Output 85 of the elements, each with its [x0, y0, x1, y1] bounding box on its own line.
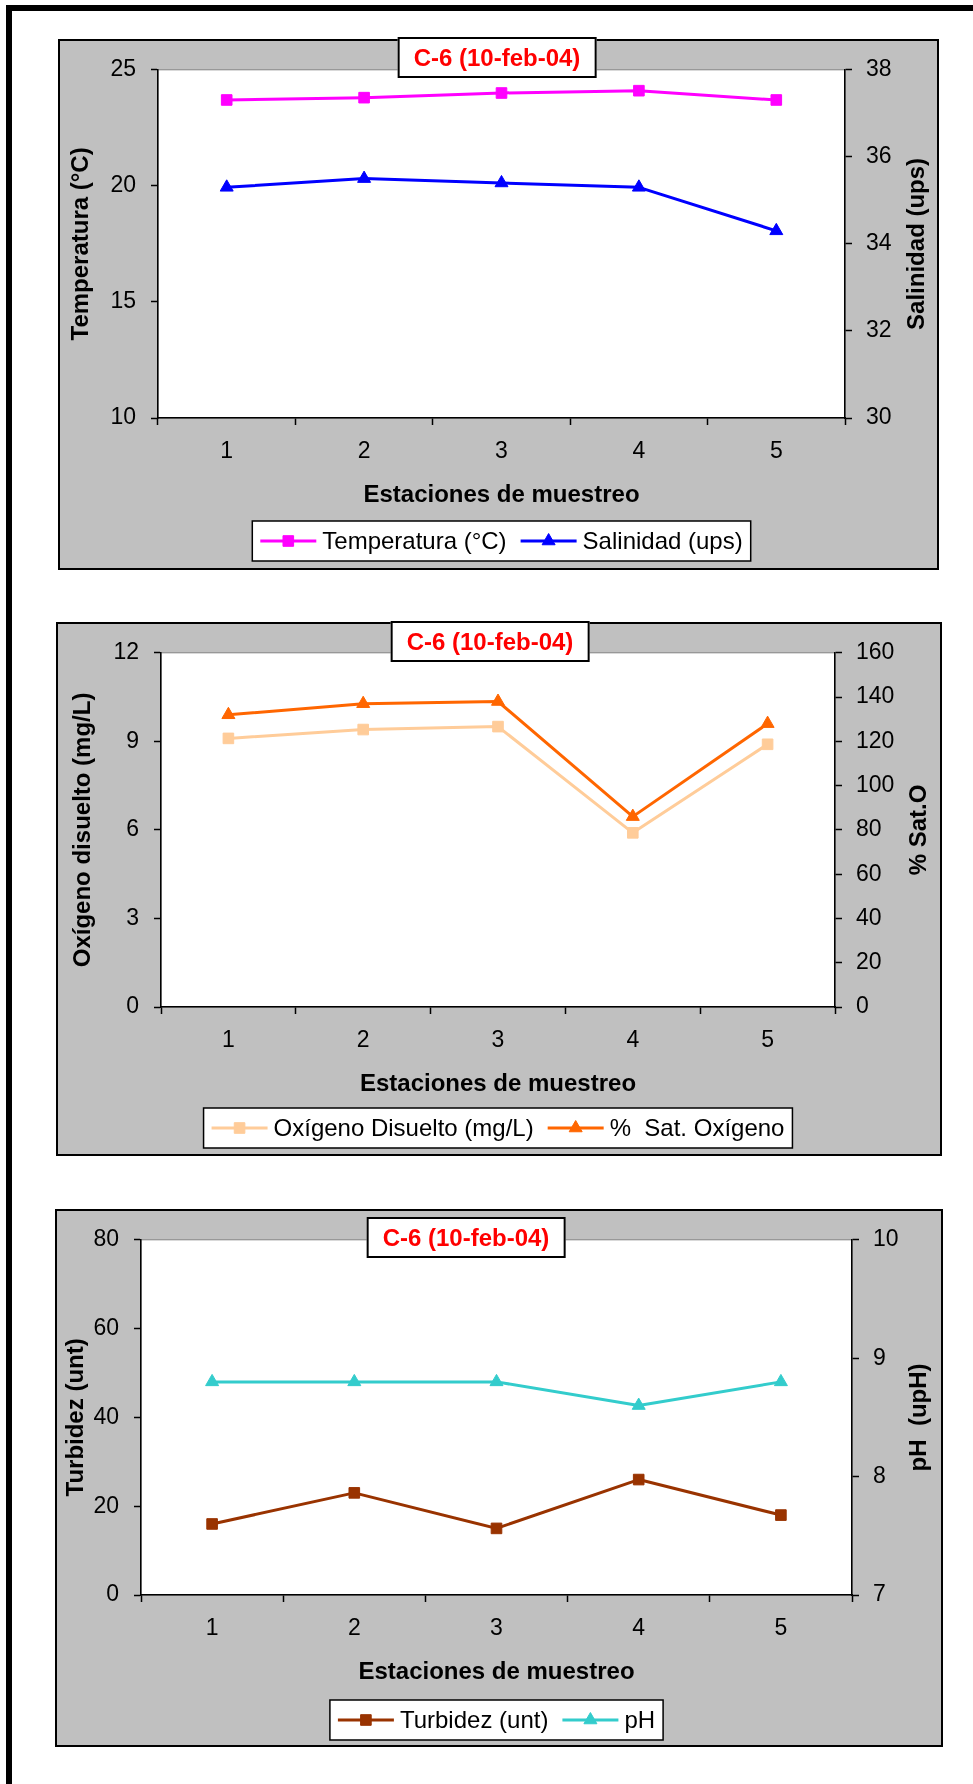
point	[221, 706, 236, 720]
point	[357, 170, 372, 183]
point	[491, 693, 505, 706]
y2-axis-title: Salinidad (ups)	[901, 157, 929, 330]
y2-axis-title: pH (upH)	[903, 1363, 931, 1472]
chart-title: C-6 (10-feb-04)	[397, 37, 597, 78]
y2-tick-label: 10	[873, 1225, 899, 1252]
y2-tick-label: 120	[856, 726, 895, 753]
y2-tick-label: 7	[873, 1580, 886, 1607]
y-axis-title: Temperatura (°C)	[65, 147, 93, 341]
y-axis-title: Oxígeno disuelto (mg/L)	[67, 692, 95, 968]
y-tick-label: 60	[93, 1313, 119, 1340]
y-tick-label: 15	[110, 287, 136, 314]
x-tick-label: 1	[222, 1026, 235, 1053]
y-axis-title: Turbidez (unt)	[60, 1338, 88, 1497]
y-tick-label: 3	[126, 903, 139, 930]
y2-tick-label: 38	[866, 55, 892, 82]
x-tick-label: 1	[205, 1614, 219, 1641]
point	[627, 827, 639, 839]
y2-tick-label: 9	[873, 1343, 886, 1370]
y-tick-label: 0	[106, 1580, 119, 1607]
x-tick-label: 4	[626, 1026, 640, 1053]
point	[625, 808, 640, 821]
point	[760, 715, 775, 728]
point	[222, 732, 235, 745]
y2-tick-label: 20	[856, 948, 882, 975]
y2-tick-label: 160	[856, 638, 895, 665]
y2-axis-title: % Sat.O	[903, 784, 931, 876]
legend-label: pH	[624, 1705, 656, 1733]
y-tick-label: 80	[93, 1225, 119, 1252]
y2-tick-label: 140	[856, 682, 895, 709]
point	[356, 695, 371, 708]
point	[769, 222, 784, 236]
legend-label: Temperatura (°C)	[322, 526, 507, 554]
y-tick-label: 6	[126, 815, 139, 842]
y2-tick-label: 34	[866, 229, 892, 256]
y-tick-label: 25	[110, 55, 136, 82]
x-tick-label: 2	[357, 437, 371, 464]
x-tick-label: 5	[761, 1026, 774, 1053]
point	[490, 1522, 503, 1535]
y-tick-label: 0	[126, 992, 139, 1019]
y2-tick-label: 32	[866, 316, 892, 343]
y2-tick-label: 36	[866, 142, 892, 169]
x-tick-label: 2	[347, 1614, 361, 1641]
point	[357, 723, 369, 736]
y-tick-label: 40	[93, 1402, 119, 1429]
y2-tick-label: 0	[856, 992, 869, 1019]
point	[348, 1487, 361, 1499]
y-tick-label: 20	[110, 171, 136, 198]
y-tick-label: 12	[113, 638, 139, 665]
point	[775, 1509, 787, 1521]
y-tick-label: 10	[110, 403, 136, 430]
x-tick-label: 3	[491, 1026, 505, 1053]
x-axis-title: Estaciones de muestreo	[363, 480, 640, 508]
point	[206, 1518, 218, 1530]
chart-title: C-6 (10-feb-04)	[366, 1217, 566, 1258]
point	[494, 174, 509, 188]
point	[631, 179, 646, 192]
x-tick-label: 4	[632, 437, 646, 464]
legend-label: % Sat. Oxígeno	[609, 1113, 785, 1141]
y2-tick-label: 100	[856, 770, 895, 797]
x-tick-label: 2	[356, 1026, 370, 1053]
y2-tick-label: 80	[856, 815, 882, 842]
y2-tick-label: 8	[873, 1461, 886, 1488]
legend-label: Turbidez (unt)	[399, 1705, 549, 1733]
y2-tick-label: 60	[856, 859, 882, 886]
point	[761, 738, 774, 751]
x-tick-label: 3	[490, 1614, 503, 1641]
x-tick-label: 4	[632, 1614, 646, 1641]
x-tick-label: 5	[774, 1614, 788, 1641]
y2-tick-label: 30	[866, 403, 892, 430]
legend-label: Oxígeno Disuelto (mg/L)	[273, 1113, 534, 1141]
chart-title: C-6 (10-feb-04)	[390, 621, 590, 662]
x-axis-title: Estaciones de muestreo	[358, 1657, 635, 1685]
x-tick-label: 5	[769, 437, 783, 464]
y-tick-label: 9	[126, 726, 139, 753]
legend-label: Salinidad (ups)	[582, 526, 743, 554]
point	[219, 179, 234, 192]
point	[492, 720, 504, 733]
x-tick-label: 1	[220, 437, 234, 464]
y2-tick-label: 40	[856, 903, 882, 930]
x-axis-title: Estaciones de muestreo	[359, 1069, 637, 1097]
y-tick-label: 20	[93, 1491, 119, 1518]
point	[632, 1473, 645, 1486]
x-tick-label: 3	[495, 437, 508, 464]
